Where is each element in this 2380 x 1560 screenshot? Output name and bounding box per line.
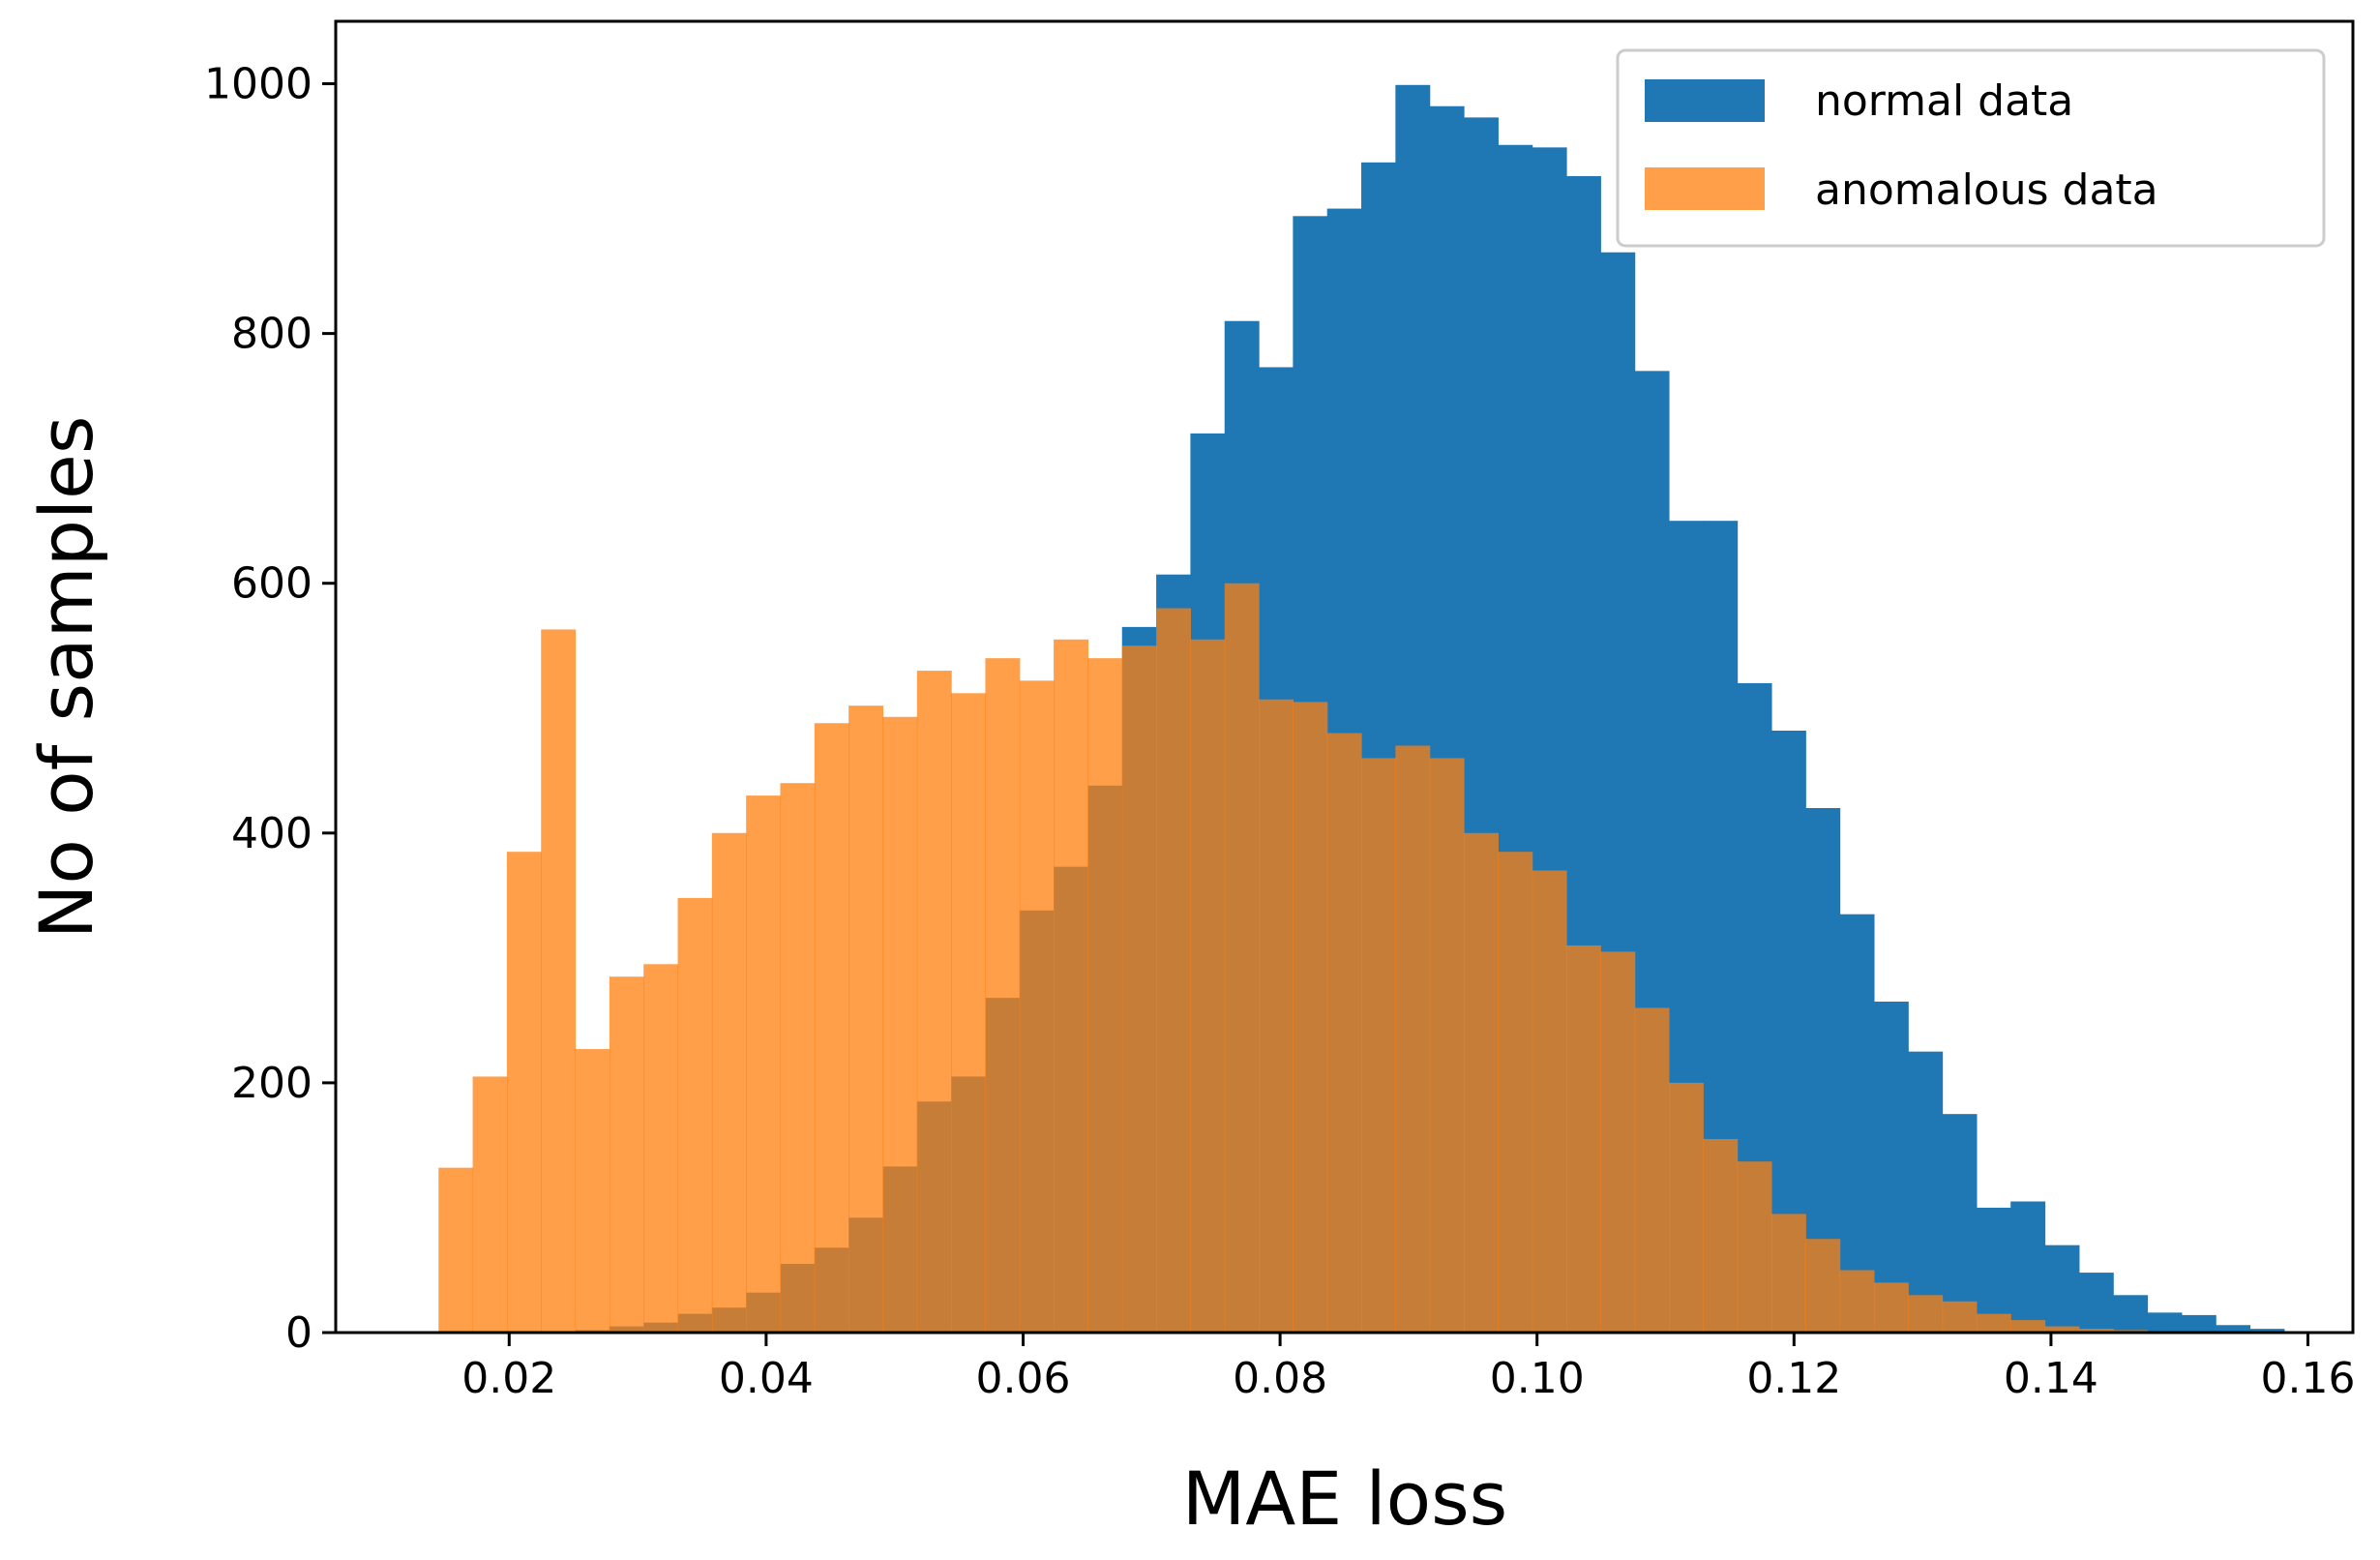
anomalous-bar (1737, 1161, 1772, 1333)
anomalous-data-bars (438, 583, 2183, 1333)
anomalous-bar (1942, 1301, 1978, 1333)
anomalous-bar (609, 976, 644, 1333)
anomalous-bar (1464, 832, 1499, 1333)
anomalous-bar (1259, 699, 1294, 1333)
anomalous-bar (506, 852, 542, 1333)
anomalous-bar (1839, 1270, 1875, 1333)
normal-bar (2010, 1201, 2046, 1333)
anomalous-bar (1805, 1239, 1841, 1333)
legend: normal data anomalous data (1616, 48, 2326, 248)
anomalous-bar (985, 658, 1021, 1333)
anomalous-bar (1668, 1082, 1704, 1333)
plot-area-frame (334, 19, 2355, 1335)
anomalous-bar (1326, 733, 1362, 1333)
anomalous-bar (541, 629, 577, 1333)
anomalous-bar (1770, 1214, 1806, 1333)
anomalous-bar (1224, 583, 1260, 1333)
x-tick-label: 0.06 (976, 1354, 1071, 1403)
anomalous-bar (677, 897, 713, 1333)
legend-swatch-anomalous (1645, 167, 1765, 210)
anomalous-bar (882, 716, 918, 1333)
y-tick-label: 400 (231, 809, 312, 858)
anomalous-bar (1908, 1295, 1944, 1333)
legend-label-anomalous: anomalous data (1815, 165, 2158, 215)
anomalous-bar (814, 723, 849, 1333)
anomalous-bar (1498, 852, 1533, 1333)
anomalous-bar (643, 964, 679, 1333)
x-tick-label: 0.10 (1490, 1354, 1585, 1403)
normal-bar (2249, 1329, 2285, 1333)
x-axis-title: MAE loss (1182, 1455, 1508, 1542)
anomalous-bar (1156, 608, 1192, 1333)
anomalous-bar (2078, 1329, 2114, 1333)
legend-label-normal: normal data (1815, 76, 2073, 126)
y-tick-label: 800 (231, 310, 312, 359)
anomalous-bar (1395, 745, 1431, 1333)
normal-bar (2113, 1295, 2149, 1333)
anomalous-bar (1190, 639, 1226, 1333)
anomalous-bar (1532, 870, 1567, 1333)
legend-box (1616, 48, 2326, 248)
y-tick-label: 600 (231, 559, 312, 609)
anomalous-bar (1703, 1138, 1739, 1333)
x-tick-label: 0.12 (1746, 1354, 1841, 1403)
y-axis-title: No of samples (23, 416, 109, 940)
normal-bar (1873, 1002, 1909, 1333)
normal-bar (2147, 1312, 2183, 1333)
anomalous-bar (711, 832, 747, 1333)
x-tick-label: 0.14 (2004, 1354, 2098, 1403)
anomalous-bar (1087, 658, 1123, 1333)
anomalous-bar (438, 1167, 474, 1333)
normal-bar (1839, 914, 1875, 1333)
legend-swatch-normal (1645, 79, 1765, 122)
axis-ticks: 0.02 0.04 0.06 0.08 0.10 0.12 0.14 0.16 0 200 400 6… (204, 60, 2355, 1403)
anomalous-bar (1600, 951, 1636, 1333)
anomalous-bar (1976, 1313, 2011, 1333)
normal-bar (2078, 1273, 2114, 1333)
anomalous-bar (746, 795, 782, 1333)
anomalous-bar (951, 693, 987, 1333)
anomalous-bar (1634, 1007, 1670, 1333)
anomalous-bar (1019, 680, 1055, 1333)
anomalous-bar (1873, 1282, 1909, 1333)
normal-bar (2044, 1245, 2080, 1333)
anomalous-bar (2044, 1326, 2080, 1333)
anomalous-bar (1054, 639, 1089, 1333)
y-tick-label: 1000 (204, 60, 312, 109)
normal-bar (1908, 1051, 1944, 1333)
anomalous-bar (848, 705, 884, 1333)
normal-bar (1942, 1114, 1978, 1333)
anomalous-bar (1361, 758, 1396, 1333)
x-tick-label: 0.08 (1233, 1354, 1327, 1403)
anomalous-bar (1121, 645, 1157, 1333)
x-tick-label: 0.16 (2261, 1354, 2356, 1403)
anomalous-bar (1565, 945, 1601, 1333)
x-tick-label: 0.04 (719, 1354, 814, 1403)
anomalous-bar (575, 1049, 610, 1333)
y-tick-label: 200 (231, 1059, 312, 1108)
normal-bar (2181, 1314, 2216, 1333)
anomalous-bar (916, 671, 952, 1333)
y-tick-label: 0 (285, 1308, 312, 1358)
anomalous-bar (1429, 758, 1465, 1333)
anomalous-bar (780, 783, 816, 1333)
anomalous-bar (1293, 702, 1328, 1333)
anomalous-bar (472, 1076, 508, 1333)
anomalous-bar (2010, 1320, 2046, 1333)
x-tick-label: 0.02 (461, 1354, 556, 1403)
normal-bar (1976, 1207, 2011, 1333)
normal-bar (2216, 1325, 2251, 1333)
